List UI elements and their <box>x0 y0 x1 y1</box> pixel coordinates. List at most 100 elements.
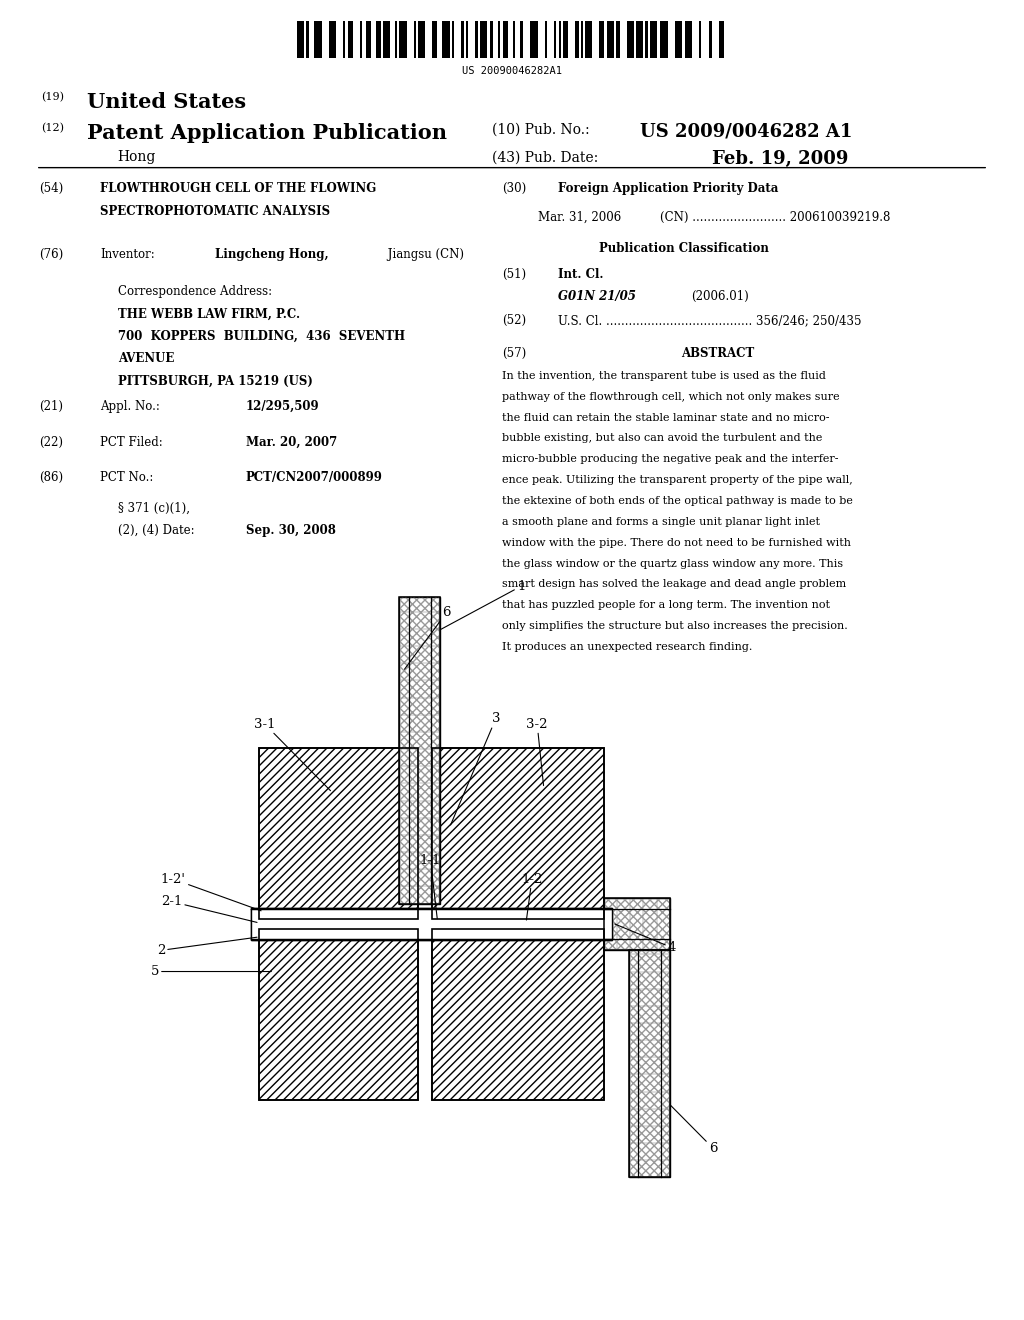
Text: US 20090046282A1: US 20090046282A1 <box>462 66 562 77</box>
Bar <box>545 21 547 58</box>
Bar <box>643 899 656 949</box>
Text: bubble existing, but also can avoid the turbulent and the: bubble existing, but also can avoid the … <box>502 433 822 444</box>
Bar <box>400 834 439 853</box>
Bar <box>523 908 538 940</box>
Text: THE WEBB LAW FIRM, P.C.: THE WEBB LAW FIRM, P.C. <box>118 308 300 321</box>
Text: 2: 2 <box>157 937 257 957</box>
Bar <box>400 663 439 680</box>
Bar <box>251 908 611 940</box>
Text: ABSTRACT: ABSTRACT <box>681 347 755 360</box>
Text: § 371 (c)(1),: § 371 (c)(1), <box>118 502 189 515</box>
Text: smart design has solved the leakage and dead angle problem: smart design has solved the leakage and … <box>502 579 846 590</box>
Text: 6: 6 <box>404 606 451 669</box>
Bar <box>552 908 566 940</box>
Bar <box>630 1006 669 1023</box>
Text: (52): (52) <box>502 314 526 327</box>
Bar <box>520 21 523 58</box>
Text: 5: 5 <box>151 965 271 978</box>
Bar <box>509 908 523 940</box>
Bar <box>630 950 669 954</box>
Text: (43) Pub. Date:: (43) Pub. Date: <box>492 150 598 165</box>
Text: G01N 21/05: G01N 21/05 <box>558 290 636 304</box>
Bar <box>399 597 440 903</box>
Text: (10) Pub. No.:: (10) Pub. No.: <box>492 123 589 137</box>
Bar <box>297 21 304 58</box>
Text: 1: 1 <box>440 579 525 630</box>
Text: 1-1: 1-1 <box>420 854 441 919</box>
Text: Int. Cl.: Int. Cl. <box>558 268 603 281</box>
Bar <box>366 21 371 58</box>
Bar <box>607 21 614 58</box>
Text: (86): (86) <box>39 471 63 484</box>
Bar <box>575 21 579 58</box>
Bar <box>400 766 439 783</box>
Bar <box>495 908 509 940</box>
Bar <box>685 21 692 58</box>
Bar <box>294 908 308 940</box>
Bar <box>400 817 439 834</box>
Text: Correspondence Address:: Correspondence Address: <box>118 285 272 298</box>
Bar <box>259 747 418 919</box>
Bar <box>400 887 439 903</box>
Bar <box>480 21 487 58</box>
Text: Feb. 19, 2009: Feb. 19, 2009 <box>712 150 848 169</box>
Bar <box>452 908 466 940</box>
Text: In the invention, the transparent tube is used as the fluid: In the invention, the transparent tube i… <box>502 371 825 381</box>
Bar <box>399 21 407 58</box>
Bar <box>530 21 538 58</box>
Bar <box>308 908 323 940</box>
Bar <box>395 21 397 58</box>
Bar <box>337 908 351 940</box>
Bar <box>630 989 669 1006</box>
Bar <box>645 21 648 58</box>
Bar <box>418 21 425 58</box>
Text: (12): (12) <box>41 123 63 133</box>
Text: Jiangsu (CN): Jiangsu (CN) <box>384 248 464 261</box>
Bar <box>394 908 409 940</box>
Bar <box>603 899 616 949</box>
Bar <box>376 21 381 58</box>
Bar <box>650 21 657 58</box>
Bar <box>630 1092 669 1109</box>
Bar <box>563 21 568 58</box>
Bar <box>432 747 603 919</box>
Text: PCT No.:: PCT No.: <box>100 471 154 484</box>
Bar <box>630 1023 669 1040</box>
Text: 3-1: 3-1 <box>254 718 331 791</box>
Bar <box>314 21 322 58</box>
Bar <box>259 929 418 1101</box>
Text: 700  KOPPERS  BUILDING,  436  SEVENTH: 700 KOPPERS BUILDING, 436 SEVENTH <box>118 330 404 343</box>
Bar <box>513 21 515 58</box>
Bar <box>400 597 439 611</box>
Bar <box>414 21 416 58</box>
Bar <box>585 21 592 58</box>
Text: AVENUE: AVENUE <box>118 352 174 366</box>
Bar <box>581 21 583 58</box>
Bar <box>423 908 437 940</box>
Text: 6: 6 <box>670 1105 718 1155</box>
Text: SPECTROPHOTOMATIC ANALYSIS: SPECTROPHOTOMATIC ANALYSIS <box>100 205 331 218</box>
Bar <box>400 800 439 817</box>
Bar <box>400 853 439 869</box>
Bar <box>348 21 353 58</box>
Bar <box>660 21 668 58</box>
Text: Mar. 20, 2007: Mar. 20, 2007 <box>246 436 337 449</box>
Bar <box>498 21 500 58</box>
Bar <box>409 908 423 940</box>
Bar <box>630 1040 669 1057</box>
Bar <box>656 899 670 949</box>
Bar <box>432 747 603 919</box>
Text: (22): (22) <box>39 436 62 449</box>
Text: Mar. 31, 2006: Mar. 31, 2006 <box>538 211 621 224</box>
Text: only simplifies the structure but also increases the precision.: only simplifies the structure but also i… <box>502 622 848 631</box>
Bar <box>699 21 701 58</box>
Text: (51): (51) <box>502 268 526 281</box>
Bar <box>265 908 280 940</box>
Bar <box>323 908 337 940</box>
Bar <box>630 1143 669 1160</box>
Bar <box>630 954 669 972</box>
Bar <box>400 680 439 697</box>
Text: PITTSBURGH, PA 15219 (US): PITTSBURGH, PA 15219 (US) <box>118 375 312 388</box>
Bar <box>559 21 561 58</box>
Text: Lingcheng Hong,: Lingcheng Hong, <box>215 248 329 261</box>
